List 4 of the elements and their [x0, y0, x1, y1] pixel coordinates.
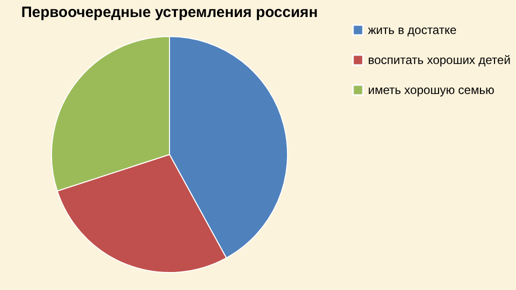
- legend-label: иметь хорошую семью: [368, 83, 494, 97]
- legend-label: жить в достатке: [368, 23, 457, 37]
- legend-label: воспитать хороших детей: [368, 53, 511, 67]
- chart-title: Первоочередные устремления россиян: [21, 4, 318, 21]
